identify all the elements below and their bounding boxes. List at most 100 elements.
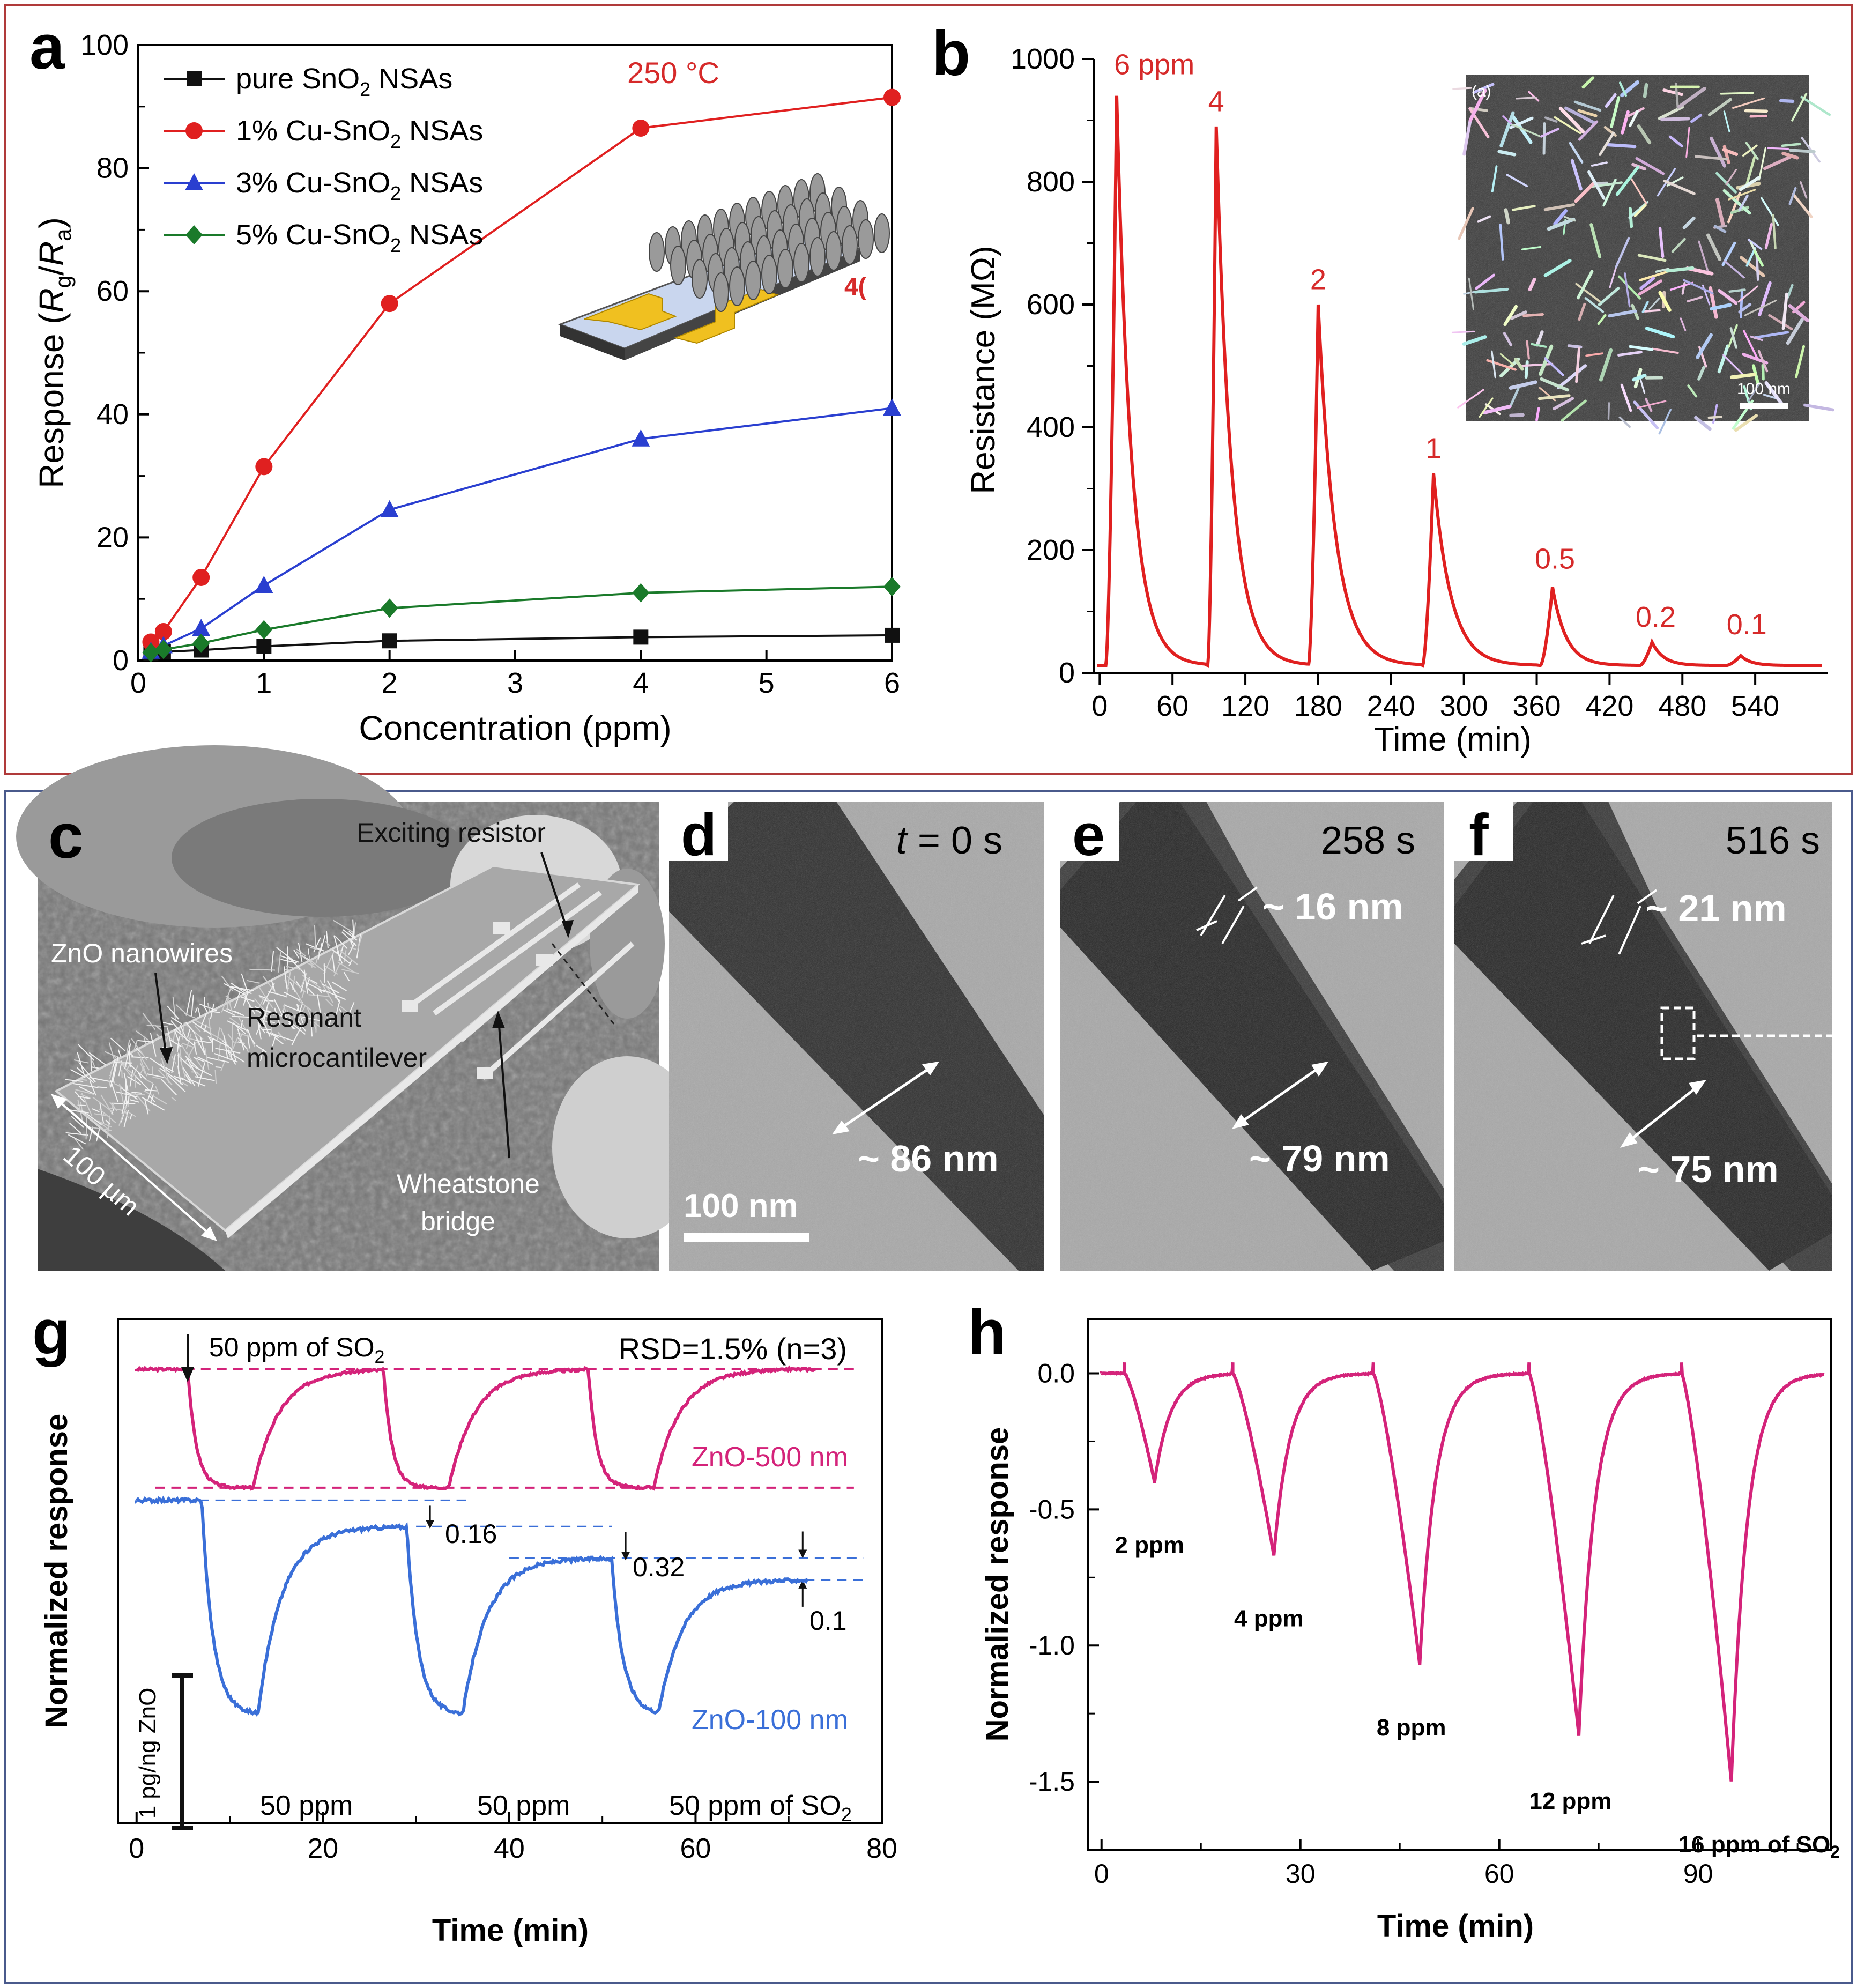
panel-a-data-point (632, 429, 650, 447)
label-zno-nanowires: ZnO nanowires (51, 938, 233, 968)
panel-a-x-tick-label: 2 (382, 667, 398, 699)
panel-a-data-point (142, 643, 160, 663)
panel-b-inset-scale-label: 100 nm (1737, 380, 1791, 398)
panel-b-peak-label: 1 (1425, 432, 1442, 464)
panel-g-y-axis-label: Normalized response (39, 1414, 74, 1729)
panel-a-data-point (381, 295, 398, 313)
panel-h-y-tick-label: -1.5 (1029, 1767, 1075, 1797)
panel-g-x-tick-label: 20 (307, 1833, 338, 1864)
panel-g-delta-016: 0.16 (445, 1519, 497, 1549)
panel-g-zno100-curve (135, 1495, 809, 1717)
panel-b-y-tick-label: 0 (1059, 657, 1075, 689)
panel-g-x-tick-label: 40 (494, 1833, 525, 1864)
panel-a-legend-marker (185, 173, 203, 190)
panel-h-y-tick-label: -0.5 (1029, 1494, 1075, 1524)
panel-h-ticks: 0 30 60 90 0.0 -0.5 -1.0 -1.5 (1029, 1359, 1799, 1889)
panel-g-zno500-curve (135, 1365, 816, 1491)
top-panel-frame (4, 4, 1853, 775)
panel-h-peak-label: 2 ppm (1115, 1532, 1184, 1559)
panel-a-data-point (192, 619, 211, 636)
panel-a-y-axis-label: Response (Rg/Ra) (32, 217, 76, 488)
panel-h-peak-label: 4 ppm (1234, 1606, 1304, 1632)
panel-a-x-tick-label: 6 (884, 667, 900, 699)
panel-h-plot-frame (1087, 1318, 1832, 1851)
panel-c: c Exciting resistor ZnO nanowires Resona… (16, 745, 702, 1271)
panel-h-y-tick-label: -1.0 (1029, 1630, 1075, 1660)
label-resonant: Resonant (247, 1003, 361, 1033)
panel-g-peak-2: 50 ppm (477, 1790, 570, 1821)
panel-g-delta-01: 0.1 (809, 1606, 847, 1636)
panel-b-sem-inset: (a) 100 nm (1451, 75, 1834, 435)
panel-b-ticks: 0 60 120 180 240 300 360 420 480 540 0 200 400 600 800… (1011, 43, 1779, 722)
panel-a-legend: pure SnO2 NSAs 1% Cu-SnO2 NSAs 3% Cu-SnO2 … (164, 63, 483, 256)
panels-def-tem: d e f t = 0 s ~ 86 nm 100 nm 258 s ~ 16 … (669, 802, 1832, 1271)
sensor-device-illustration (558, 173, 890, 360)
panel-a-data-point (381, 598, 398, 618)
panel-a-data-point (192, 569, 210, 587)
panel-b-peak-label: 0.1 (1727, 609, 1767, 641)
panel-a-legend-marker (185, 225, 203, 244)
zno-nanowires-cluster (65, 919, 363, 1150)
panel-d-scale-bar (684, 1233, 809, 1242)
panel-h-y-axis-label: Normalized response (980, 1427, 1015, 1742)
panel-a-series-line (150, 407, 893, 652)
panel-g-ticks: 0 20 40 60 80 (129, 1812, 897, 1864)
panel-a-x-tick-label: 5 (759, 667, 775, 699)
panel-b-x-tick-label: 180 (1294, 690, 1342, 722)
panel-a-legend-label: pure SnO2 NSAs (236, 63, 452, 100)
panel-f-letter: f (1469, 802, 1489, 868)
panel-e-image (1060, 802, 1444, 1271)
panel-g-reference-lines (136, 1368, 864, 1607)
panel-a-x-tick-label: 0 (130, 667, 146, 699)
panel-h-x-tick-label: 60 (1484, 1859, 1514, 1889)
panel-a-y-tick-label: 100 (80, 29, 129, 61)
panel-g-delta-032: 0.32 (633, 1552, 685, 1582)
panel-h-peak-labels: 2 ppm 4 ppm 8 ppm 12 ppm 16 ppm of SO2 (1115, 1532, 1840, 1861)
panel-b-x-tick-label: 60 (1156, 690, 1189, 722)
panel-b-x-tick-label: 480 (1658, 690, 1706, 722)
panel-a-y-tick-label: 60 (96, 275, 129, 307)
panel-g-scalebar-label: 1 pg/ng ZnO (135, 1688, 161, 1819)
panel-a-data-point (632, 583, 650, 603)
panel-e-letter: e (1072, 802, 1105, 868)
panel-f-width: ~ 75 nm (1638, 1148, 1779, 1190)
panel-g-zno500-label: ZnO-500 nm (692, 1442, 848, 1473)
panel-b-peak-labels: 6 ppm 4 2 1 0.5 0.2 0.1 (1114, 49, 1767, 641)
panel-g-annotations: 50 ppm of SO2 RSD=1.5% (n=3) ZnO-500 nm … (135, 1332, 852, 1830)
panel-a-y-tick-label: 0 (113, 644, 129, 677)
panel-a-y-tick-label: 80 (96, 152, 129, 184)
panel-d-scale-label: 100 nm (684, 1188, 798, 1225)
panel-a-y-tick-label: 20 (96, 521, 129, 553)
panel-a-x-tick-label: 3 (507, 667, 523, 699)
panel-d-time: t = 0 s (896, 819, 1002, 862)
panel-f-shell-thickness: ~ 21 nm (1646, 887, 1787, 929)
panel-b-x-tick-label: 360 (1512, 690, 1561, 722)
panel-g-x-tick-label: 60 (680, 1833, 711, 1864)
panel-a-legend-label: 1% Cu-SnO2 NSAs (236, 115, 483, 152)
scale-100um-line (53, 1095, 216, 1240)
panel-a-legend-marker (185, 122, 203, 139)
panel-b-inset-corner-label: (a) (1472, 83, 1491, 100)
panel-b-x-tick-label: 300 (1440, 690, 1488, 722)
panel-a-y-tick-label: 40 (96, 398, 129, 431)
panel-h-response-curve (1100, 1362, 1825, 1782)
panel-b-peak-label: 0.5 (1535, 543, 1575, 575)
panel-a-data-point (154, 640, 172, 659)
panel-b-x-axis-label: Time (min) (1374, 721, 1532, 758)
panel-g-so2-label: 50 ppm of SO2 (209, 1332, 384, 1367)
panel-a-x-tick-label: 4 (633, 667, 649, 699)
panel-a-data-point (255, 458, 273, 476)
panel-a-data-point (256, 639, 272, 654)
panel-b-x-tick-label: 0 (1091, 690, 1108, 722)
panel-b-resistance-curve (1097, 95, 1822, 669)
panel-a-legend-label: 3% Cu-SnO2 NSAs (236, 167, 483, 204)
panel-h-y-tick-label: 0.0 (1037, 1359, 1075, 1389)
panel-f-image (1454, 802, 1832, 1271)
panel-e-shell-thickness: ~ 16 nm (1262, 886, 1403, 928)
panel-a-x-axis-label: Concentration (ppm) (359, 709, 671, 747)
panel-b-peak-label: 0.2 (1636, 601, 1676, 633)
panel-h-peak-label: 12 ppm (1529, 1788, 1611, 1814)
panel-e-time: 258 s (1321, 819, 1415, 862)
panel-g-peak-3: 50 ppm of SO2 (669, 1790, 852, 1826)
